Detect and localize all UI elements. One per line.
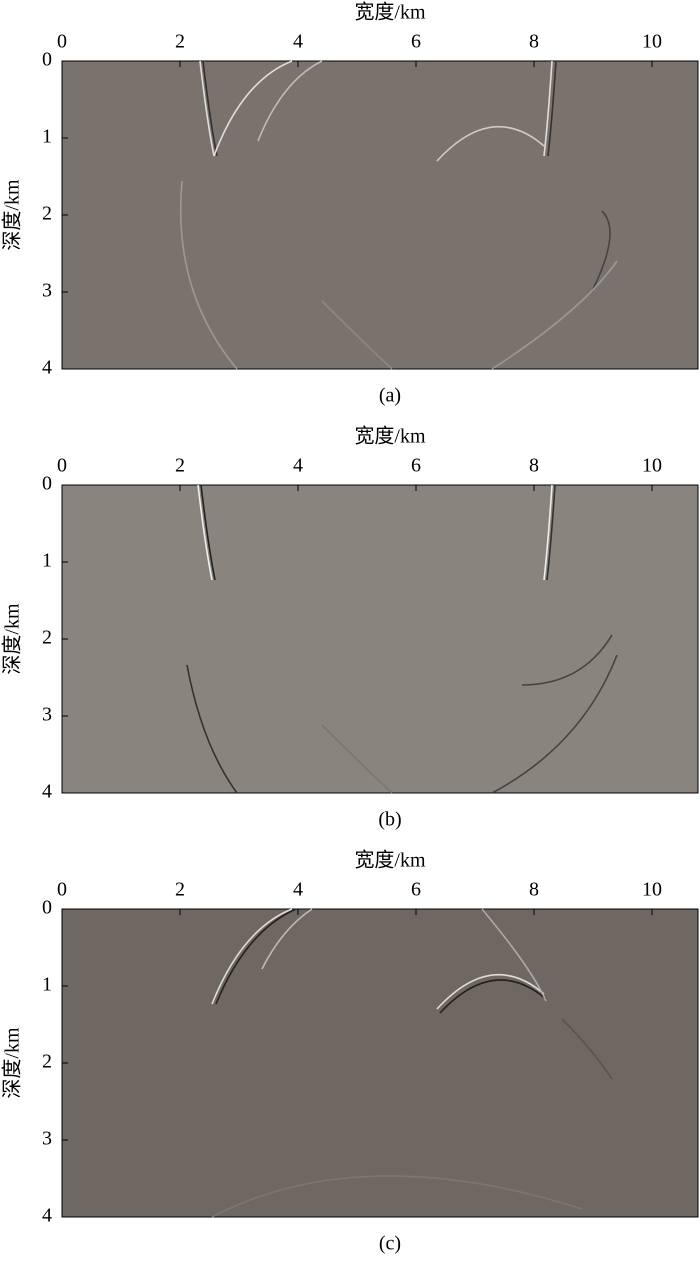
x-tick-label: 2: [175, 879, 185, 901]
x-tick-label: 4: [293, 31, 303, 53]
x-tick-label: 0: [57, 31, 67, 53]
seismic-events: [211, 908, 613, 1218]
x-tick-label: 8: [529, 879, 539, 901]
y-tick-label: 4: [42, 781, 52, 803]
image-field: [61, 908, 699, 1218]
x-tick-label: 10: [642, 879, 662, 901]
seismic-events: [186, 484, 618, 794]
y-tick-label: 2: [42, 627, 52, 649]
caption: (a): [379, 385, 401, 407]
panel: 0 2 4 6 8 10 0 1 2 3 4 宽度/km 深度/km (a): [1, 1, 699, 407]
y-tick-label: 0: [42, 473, 52, 495]
y-tick-label: 1: [42, 974, 52, 996]
panel: 0 2 4 6 8 10 0 1 2 3 4 宽度/km 深度/km (b): [1, 425, 699, 831]
y-tick-label: 1: [42, 550, 52, 572]
x-tick-label: 6: [411, 31, 421, 53]
x-axis-label: 宽度/km: [354, 425, 426, 448]
x-tick-label: 0: [57, 879, 67, 901]
caption: (c): [379, 1233, 401, 1255]
panel: 0 2 4 6 8 10 0 1 2 3 4 宽度/km 深度/km (c): [1, 849, 699, 1255]
y-tick-label: 4: [42, 357, 52, 379]
y-axis-label: 深度/km: [1, 1027, 24, 1099]
x-tick-label: 8: [529, 455, 539, 477]
image-field: [61, 484, 699, 794]
x-tick-label: 4: [293, 879, 303, 901]
x-tick-label: 10: [642, 31, 662, 53]
x-tick-label: 6: [411, 455, 421, 477]
x-axis-label: 宽度/km: [354, 1, 426, 24]
x-tick-label: 10: [642, 455, 662, 477]
y-tick-label: 3: [42, 280, 52, 302]
caption: (b): [378, 809, 401, 831]
y-tick-label: 1: [42, 126, 52, 148]
y-tick-label: 0: [42, 49, 52, 71]
x-tick-label: 6: [411, 879, 421, 901]
y-tick-label: 0: [42, 897, 52, 919]
x-tick-label: 8: [529, 31, 539, 53]
x-tick-label: 2: [175, 455, 185, 477]
y-tick-label: 3: [42, 704, 52, 726]
x-tick-label: 2: [175, 31, 185, 53]
x-tick-label: 4: [293, 455, 303, 477]
seismic-events: [179, 60, 618, 370]
x-tick-label: 0: [57, 455, 67, 477]
x-axis-label: 宽度/km: [354, 849, 426, 872]
y-tick-label: 2: [42, 1051, 52, 1073]
y-tick-label: 2: [42, 203, 52, 225]
y-axis-label: 深度/km: [1, 179, 24, 251]
image-field: [61, 60, 699, 370]
y-axis-label: 深度/km: [1, 603, 24, 675]
y-tick-label: 4: [42, 1205, 52, 1227]
y-tick-label: 3: [42, 1128, 52, 1150]
